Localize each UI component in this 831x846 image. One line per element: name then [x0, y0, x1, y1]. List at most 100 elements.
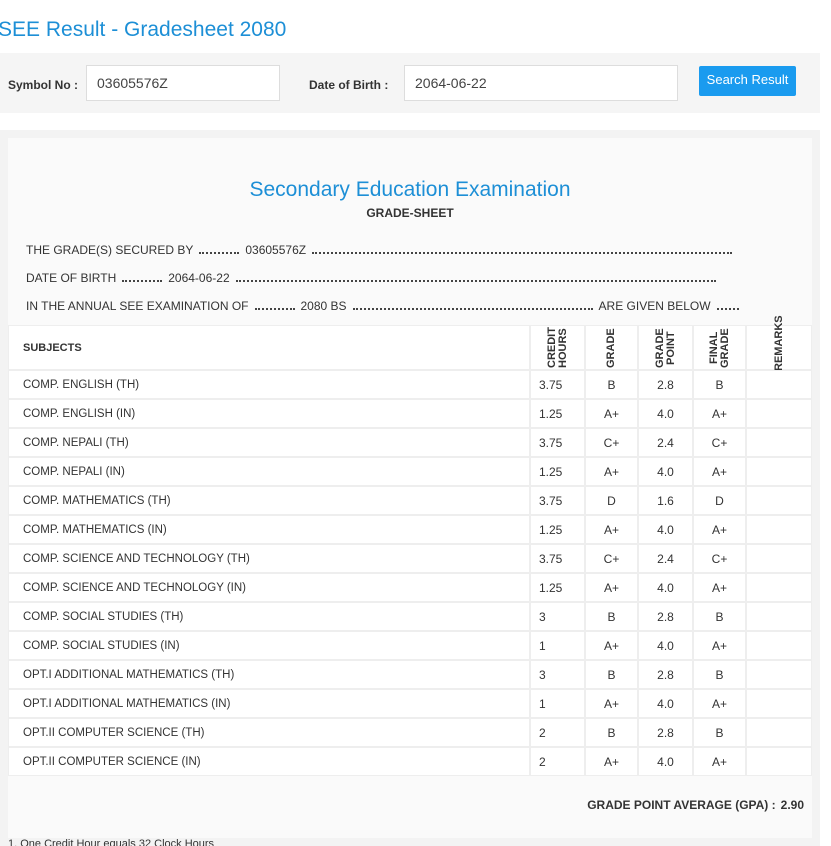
table-cell: B [693, 660, 746, 689]
table-cell: COMP. ENGLISH (IN) [8, 399, 530, 428]
table-cell: 4.0 [638, 689, 693, 718]
sheet-body: Secondary Education Examination GRADE-SH… [8, 138, 812, 838]
info-label: IN THE ANNUAL SEE EXAMINATION OF [26, 299, 249, 313]
table-cell: B [693, 370, 746, 399]
table-cell [746, 631, 812, 660]
table-cell: A+ [693, 515, 746, 544]
table-cell: D [693, 486, 746, 515]
table-cell [746, 747, 812, 776]
table-cell: COMP. NEPALI (TH) [8, 428, 530, 457]
table-cell [746, 515, 812, 544]
table-cell: 1.25 [530, 457, 585, 486]
grade-sheet: Secondary Education Examination GRADE-SH… [0, 130, 820, 846]
header-cell: SUBJECTS [8, 325, 530, 370]
table-cell: 2.4 [638, 544, 693, 573]
table-cell: COMP. SCIENCE AND TECHNOLOGY (TH) [8, 544, 530, 573]
table-cell: 2.8 [638, 602, 693, 631]
search-form: Symbol No : 03605576Z Date of Birth : 20… [0, 53, 820, 113]
table-cell: 2.8 [638, 718, 693, 747]
table-cell: COMP. SCIENCE AND TECHNOLOGY (IN) [8, 573, 530, 602]
dob-input[interactable]: 2064-06-22 [404, 65, 678, 101]
gpa-value: 2.90 [780, 797, 804, 812]
header-cell: CREDIT HOURS [530, 325, 585, 370]
table-cell: D [585, 486, 638, 515]
table-cell [746, 457, 812, 486]
table-cell [746, 544, 812, 573]
symbol-label: Symbol No : [8, 78, 79, 92]
dot-leader [312, 244, 733, 254]
table-cell: A+ [585, 631, 638, 660]
table-cell: 2.8 [638, 660, 693, 689]
table-cell: COMP. SOCIAL STUDIES (IN) [8, 631, 530, 660]
dob-label: Date of Birth : [309, 78, 389, 92]
table-cell: 4.0 [638, 631, 693, 660]
info-tail: ARE GIVEN BELOW [598, 299, 711, 313]
table-cell [746, 370, 812, 399]
table-cell: 4.0 [638, 457, 693, 486]
sheet-subtitle: GRADE-SHEET [366, 206, 454, 220]
table-cell: 3.75 [530, 486, 585, 515]
table-cell: 4.0 [638, 573, 693, 602]
dot-leader [122, 272, 163, 282]
table-cell [746, 428, 812, 457]
table-cell: A+ [585, 515, 638, 544]
table-cell: 3 [530, 602, 585, 631]
table-cell [746, 573, 812, 602]
gpa-label: GRADE POINT AVERAGE (GPA) : [587, 797, 776, 812]
table-cell: 1.6 [638, 486, 693, 515]
table-cell: 2 [530, 718, 585, 747]
table-cell: COMP. SOCIAL STUDIES (TH) [8, 602, 530, 631]
info-label: DATE OF BIRTH [26, 271, 117, 285]
table-cell: A+ [585, 573, 638, 602]
table-cell: C+ [585, 428, 638, 457]
table-cell: A+ [693, 747, 746, 776]
search-button[interactable]: Search Result [699, 66, 796, 96]
header-cell: GRADE POINT [638, 325, 693, 370]
header-cell: REMARKS [746, 315, 812, 371]
page-title: SEE Result - Gradesheet 2080 [0, 18, 287, 41]
table-cell: OPT.II COMPUTER SCIENCE (IN) [8, 747, 530, 776]
dot-leader [716, 300, 739, 310]
header-cell: FINAL GRADE [693, 325, 746, 370]
table-cell: A+ [585, 457, 638, 486]
table-cell: A+ [585, 399, 638, 428]
table-cell: COMP. MATHEMATICS (IN) [8, 515, 530, 544]
header-cell: GRADE [585, 325, 638, 370]
table-cell [746, 718, 812, 747]
header-label: GRADE [605, 327, 617, 368]
info-value: 2080 BS [300, 299, 347, 313]
table-cell [746, 602, 812, 631]
table-cell: C+ [693, 544, 746, 573]
footnote: 1. One Credit Hour equals 32 Clock Hours [8, 838, 215, 846]
symbol-input[interactable]: 03605576Z [86, 65, 280, 101]
sheet-title: Secondary Education Examination [249, 178, 571, 201]
table-cell: 1 [530, 689, 585, 718]
table-cell: 4.0 [638, 515, 693, 544]
info-value: 03605576Z [245, 243, 307, 257]
table-cell [746, 486, 812, 515]
table-cell: 4.0 [638, 399, 693, 428]
table-cell: A+ [585, 747, 638, 776]
info-label: THE GRADE(S) SECURED BY [26, 243, 194, 257]
table-cell: 2.8 [638, 370, 693, 399]
table-cell: COMP. ENGLISH (TH) [8, 370, 530, 399]
dot-leader [254, 300, 295, 310]
table-cell [746, 399, 812, 428]
table-cell: B [693, 602, 746, 631]
table-cell: B [585, 660, 638, 689]
table-cell: 3 [530, 660, 585, 689]
table-cell: 1.25 [530, 399, 585, 428]
table-cell: B [585, 602, 638, 631]
table-cell: COMP. MATHEMATICS (TH) [8, 486, 530, 515]
dot-leader [199, 244, 240, 254]
table-cell: 4.0 [638, 747, 693, 776]
table-cell: A+ [693, 399, 746, 428]
table-cell: C+ [585, 544, 638, 573]
table-cell: COMP. NEPALI (IN) [8, 457, 530, 486]
table-cell: OPT.I ADDITIONAL MATHEMATICS (TH) [8, 660, 530, 689]
table-cell: B [585, 370, 638, 399]
table-cell: A+ [693, 573, 746, 602]
table-cell: 1.25 [530, 515, 585, 544]
info-line: DATE OF BIRTH 2064-06-22 [26, 271, 726, 285]
table-cell: OPT.I ADDITIONAL MATHEMATICS (IN) [8, 689, 530, 718]
